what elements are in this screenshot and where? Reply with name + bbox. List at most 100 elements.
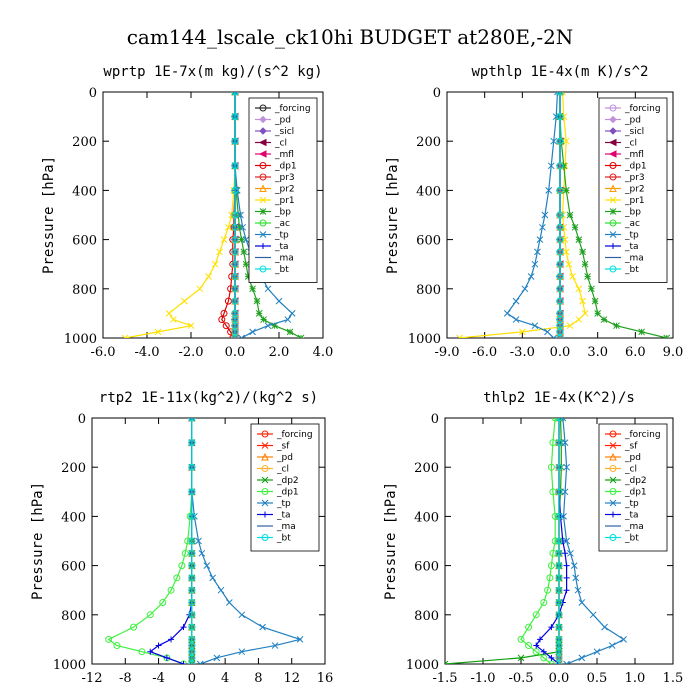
- chart-panel-3: rtp2 1E-11x(kg^2)/(kg^2 s) Pressure [hPa]…: [30, 390, 333, 686]
- series-point: [275, 297, 283, 305]
- series-point: [531, 322, 539, 330]
- series-point: [562, 137, 570, 145]
- legend-marker: [609, 184, 617, 192]
- series-point: [224, 297, 232, 305]
- chart-panel-4: thlp2 1E-4x(K^2)/s Pressure [hPa] -1.5 -1.0…: [383, 390, 683, 686]
- y-axis-label: Pressure [hPa]: [41, 156, 57, 274]
- series-point: [231, 334, 239, 338]
- legend-marker: [261, 430, 269, 438]
- series-point: [105, 635, 113, 643]
- series-point: [121, 334, 129, 338]
- x-tick-label: -1.0: [470, 671, 495, 686]
- series-point: [608, 642, 616, 649]
- series-point: [147, 648, 154, 655]
- series-point: [556, 236, 564, 244]
- series-point: [536, 236, 544, 243]
- series-point: [561, 236, 569, 243]
- series-point: [561, 439, 569, 446]
- series-point: [579, 297, 586, 305]
- series-point: [555, 418, 563, 422]
- legend-label: _dp2: [276, 476, 299, 486]
- legend-label: _ta: [624, 242, 639, 252]
- legend-label: _ma: [624, 254, 644, 264]
- y-tick-label: 1000: [408, 332, 441, 347]
- legend-marker: [609, 430, 617, 438]
- series-point: [220, 309, 228, 317]
- series-point: [244, 273, 252, 280]
- series-point: [537, 636, 543, 643]
- plot-frame: [91, 417, 326, 665]
- legend-label: _ma: [276, 522, 296, 532]
- series-point: [196, 285, 204, 293]
- legend-label: _pr3: [274, 173, 295, 183]
- legend-label: _pr3: [624, 173, 645, 183]
- x-tick-label: 0.0: [549, 671, 570, 686]
- legend-marker: [609, 104, 617, 112]
- series-point: [518, 328, 526, 336]
- series-point: [130, 623, 138, 631]
- legend-label: _ac: [624, 219, 640, 229]
- series-point: [556, 186, 564, 194]
- legend-label: _dp1: [624, 488, 647, 498]
- series-point: [217, 586, 225, 594]
- x-tick-label: 1.5: [663, 671, 684, 686]
- panel-title: rtp2 1E-11x(kg^2)/(kg^2 s): [99, 390, 318, 406]
- series-point: [539, 223, 546, 231]
- x-tick-label: -4: [152, 671, 165, 686]
- y-tick-label: 200: [416, 135, 441, 150]
- legend-marker: [609, 231, 617, 238]
- series-point: [180, 661, 187, 664]
- series-point: [555, 599, 563, 606]
- legend-label: _pr2: [274, 185, 295, 195]
- series-point: [271, 642, 279, 649]
- series-point: [563, 463, 570, 471]
- series-point: [566, 322, 574, 330]
- x-tick-label: 16: [317, 671, 334, 686]
- legend-label: _mfl: [274, 150, 294, 160]
- series-point: [581, 260, 589, 268]
- x-tick-label: -3.0: [510, 345, 535, 360]
- series-point: [540, 648, 547, 655]
- legend-label: _pr1: [274, 196, 295, 206]
- series-point: [264, 322, 272, 330]
- series-point: [512, 297, 520, 305]
- legend-label: _tp: [624, 499, 639, 509]
- legend-marker: [609, 499, 617, 507]
- legend-label: _pr1: [624, 196, 645, 206]
- series-point: [225, 599, 233, 606]
- legend-marker: [609, 452, 617, 461]
- series-point: [556, 137, 564, 145]
- legend-marker: [258, 138, 267, 147]
- x-tick-label: 1.0: [625, 671, 646, 686]
- series-point: [581, 310, 589, 317]
- series-point: [555, 586, 563, 594]
- series-line-dp1: [107, 418, 193, 664]
- series-point: [239, 223, 247, 231]
- legend-marker: [258, 150, 267, 158]
- series-point: [264, 285, 272, 293]
- legend-marker: [608, 138, 617, 147]
- series-point: [231, 236, 239, 244]
- x-tick-label: -6.0: [90, 345, 115, 360]
- series-point: [113, 642, 121, 650]
- series-line-dp2: [445, 418, 562, 664]
- series-point: [138, 648, 146, 656]
- legend-marker: [259, 219, 267, 227]
- series-point: [188, 574, 196, 582]
- y-tick-label: 600: [61, 560, 86, 575]
- series-point: [556, 273, 564, 280]
- series-point: [297, 334, 305, 338]
- legend-marker: [259, 162, 267, 169]
- series-point: [600, 316, 608, 323]
- series-point: [296, 636, 304, 643]
- y-axis-label: Pressure [hPa]: [383, 482, 399, 600]
- x-tick-label: 0.0: [550, 345, 571, 360]
- series-point: [240, 248, 248, 256]
- y-tick-label: 400: [416, 184, 441, 199]
- legend-label: _sicl: [624, 127, 644, 137]
- series-point: [231, 273, 239, 280]
- x-tick-label: 0.0: [225, 345, 246, 360]
- series-point: [540, 599, 548, 606]
- series-point: [556, 260, 564, 268]
